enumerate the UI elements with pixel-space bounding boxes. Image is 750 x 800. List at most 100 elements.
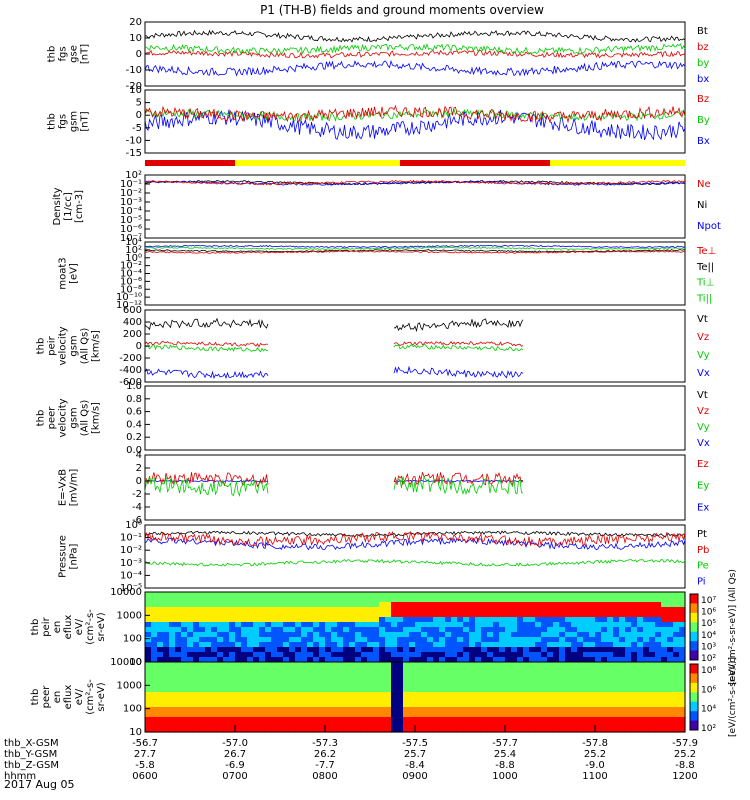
heatmap-cell — [523, 622, 530, 628]
heatmap-cell — [241, 647, 248, 653]
heatmap-cell — [175, 697, 182, 703]
heatmap-cell — [187, 687, 194, 693]
heatmap-cell — [403, 707, 410, 713]
heatmap-cell — [475, 622, 482, 628]
y-tick-label: 20 — [129, 17, 142, 28]
heatmap-cell — [643, 712, 650, 718]
heatmap-cell — [319, 722, 326, 728]
heatmap-cell — [541, 692, 548, 698]
heatmap-cell — [607, 627, 614, 633]
heatmap-cell — [667, 692, 674, 698]
heatmap-cell — [517, 652, 524, 658]
heatmap-cell — [649, 602, 656, 608]
heatmap-cell — [637, 652, 644, 658]
heatmap-cell — [547, 712, 554, 718]
heatmap-cell — [337, 642, 344, 648]
heatmap-cell — [391, 592, 398, 598]
heatmap-cell — [463, 597, 470, 603]
heatmap-cell — [403, 622, 410, 628]
heatmap-cell — [433, 712, 440, 718]
heatmap-cell — [301, 637, 308, 643]
heatmap-cell — [283, 667, 290, 673]
heatmap-cell — [463, 687, 470, 693]
heatmap-cell — [355, 602, 362, 608]
heatmap-cell — [613, 727, 620, 733]
heatmap-cell — [151, 702, 158, 708]
heatmap-cell — [295, 657, 302, 663]
heatmap-cell — [379, 717, 386, 723]
heatmap-cell — [379, 647, 386, 653]
heatmap-cell — [289, 607, 296, 613]
heatmap-cell — [559, 637, 566, 643]
heatmap-cell — [373, 592, 380, 598]
heatmap-cell — [439, 672, 446, 678]
heatmap-cell — [565, 602, 572, 608]
heatmap-cell — [337, 722, 344, 728]
heatmap-cell — [547, 722, 554, 728]
heatmap-cell — [229, 672, 236, 678]
heatmap-cell — [559, 662, 566, 668]
heatmap-cell — [475, 717, 482, 723]
heatmap-cell — [529, 637, 536, 643]
heatmap-cell — [235, 597, 242, 603]
heatmap-cell — [403, 597, 410, 603]
heatmap-cell — [253, 677, 260, 683]
heatmap-cell — [217, 707, 224, 713]
heatmap-cell — [361, 602, 368, 608]
heatmap-cell — [595, 607, 602, 613]
heatmap-cell — [577, 607, 584, 613]
y-tick-label: 10⁴ — [125, 237, 142, 248]
heatmap-cell — [493, 682, 500, 688]
heatmap-cell — [223, 717, 230, 723]
heatmap-cell — [445, 667, 452, 673]
y-axis-label: peir — [41, 616, 52, 636]
y-axis-label: gse — [69, 45, 80, 63]
heatmap-cell — [505, 672, 512, 678]
heatmap-cell — [205, 687, 212, 693]
heatmap-cell — [493, 722, 500, 728]
heatmap-cell — [409, 677, 416, 683]
heatmap-cell — [577, 707, 584, 713]
heatmap-cell — [283, 617, 290, 623]
heatmap-cell — [229, 652, 236, 658]
heatmap-cell — [313, 652, 320, 658]
heatmap-cell — [379, 612, 386, 618]
heatmap-cell — [409, 637, 416, 643]
y-tick-label: 10⁻² — [120, 188, 142, 199]
heatmap-cell — [439, 707, 446, 713]
heatmap-cell — [481, 617, 488, 623]
heatmap-cell — [145, 697, 152, 703]
legend-Ti⊥: Ti⊥ — [696, 278, 714, 289]
heatmap-cell — [367, 632, 374, 638]
heatmap-cell — [427, 717, 434, 723]
heatmap-cell — [277, 607, 284, 613]
heatmap-cell — [319, 662, 326, 668]
y-tick-label: 10⁻¹ — [120, 533, 142, 544]
heatmap-cell — [217, 632, 224, 638]
heatmap-cell — [643, 597, 650, 603]
heatmap-cell — [199, 672, 206, 678]
heatmap-cell — [235, 652, 242, 658]
heatmap-cell — [475, 657, 482, 663]
heatmap-cell — [325, 662, 332, 668]
heatmap-cell — [439, 642, 446, 648]
heatmap-cell — [625, 662, 632, 668]
heatmap-cell — [535, 687, 542, 693]
heatmap-cell — [541, 712, 548, 718]
heatmap-cell — [541, 667, 548, 673]
heatmap-cell — [361, 607, 368, 613]
heatmap-cell — [583, 707, 590, 713]
heatmap-cell — [619, 722, 626, 728]
heatmap-cell — [145, 597, 152, 603]
heatmap-cell — [625, 637, 632, 643]
heatmap-cell — [385, 632, 392, 638]
heatmap-cell — [343, 652, 350, 658]
heatmap-cell — [445, 712, 452, 718]
heatmap-cell — [667, 602, 674, 608]
heatmap-cell — [547, 727, 554, 733]
heatmap-cell — [199, 682, 206, 688]
y-axis-label: en — [52, 621, 63, 634]
heatmap-cell — [667, 727, 674, 733]
y-tick-label: -400 — [119, 365, 142, 376]
heatmap-cell — [517, 602, 524, 608]
